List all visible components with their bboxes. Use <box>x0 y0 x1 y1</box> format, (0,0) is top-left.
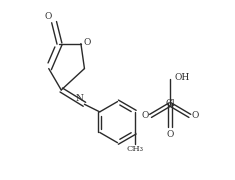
Text: O: O <box>191 111 199 120</box>
Text: O: O <box>167 130 174 139</box>
Text: O: O <box>142 111 149 120</box>
Text: CH₃: CH₃ <box>127 145 144 153</box>
Text: OH: OH <box>175 73 190 82</box>
Text: N: N <box>76 93 84 102</box>
Text: O: O <box>45 12 52 21</box>
Text: Cl: Cl <box>165 99 175 108</box>
Text: O: O <box>83 38 90 47</box>
